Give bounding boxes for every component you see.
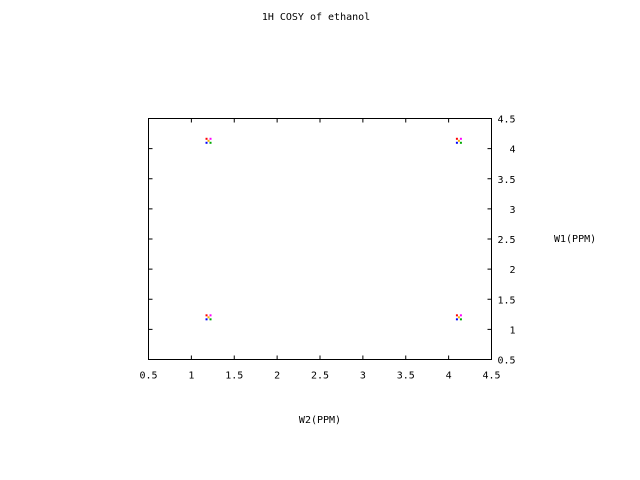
- x-axis-label: W2(PPM): [299, 415, 341, 426]
- peak-contour: [457, 316, 460, 319]
- y-tick-label: 3: [509, 205, 515, 216]
- peak-contour: [459, 318, 462, 321]
- y-tick-label: 3.5: [497, 175, 515, 186]
- peak-contour: [207, 316, 210, 319]
- peak-contour: [457, 139, 460, 142]
- y-tick-label: 4.5: [497, 115, 515, 126]
- x-tick-label: 4: [446, 371, 452, 382]
- peak-contour: [205, 137, 208, 140]
- peak-contour: [455, 141, 458, 144]
- x-tick-label: 2.5: [311, 371, 329, 382]
- y-axis-label: W1(PPM): [554, 234, 596, 245]
- peak-contour: [209, 314, 212, 317]
- y-tick-label: 2.5: [497, 235, 515, 246]
- chart-title: 1H COSY of ethanol: [262, 12, 370, 23]
- x-tick-label: 1.5: [225, 371, 243, 382]
- peak-contour: [459, 141, 462, 144]
- y-tick-label: 4: [509, 145, 515, 156]
- x-tick-label: 3.5: [397, 371, 415, 382]
- y-tick-label: 1.5: [497, 295, 515, 306]
- x-tick-label: 4.5: [482, 371, 500, 382]
- peak-contour: [455, 137, 458, 140]
- plot-frame: [148, 118, 492, 360]
- cross-peak: [205, 314, 212, 321]
- cross-peak: [455, 137, 462, 144]
- cross-peak: [205, 137, 212, 144]
- cross-peak: [455, 314, 462, 321]
- x-tick-label: 0.5: [139, 371, 157, 382]
- y-axis-ticks: 0.5 1 1.5 2 2.5 3 3.5 4 4.5: [148, 115, 516, 367]
- y-tick-label: 0.5: [497, 356, 515, 367]
- x-tick-label: 3: [360, 371, 366, 382]
- peak-contour: [455, 318, 458, 321]
- x-tick-label: 2: [274, 371, 280, 382]
- x-tick-label: 1: [188, 371, 194, 382]
- peak-contour: [455, 314, 458, 317]
- cross-peaks: [205, 137, 462, 321]
- peak-contour: [207, 139, 210, 142]
- y-tick-label: 2: [509, 265, 515, 276]
- peak-contour: [205, 314, 208, 317]
- peak-contour: [209, 137, 212, 140]
- peak-contour: [459, 314, 462, 317]
- peak-contour: [205, 318, 208, 321]
- x-axis-ticks: 0.5 1 1.5 2 2.5 3 3.5 4 4.5: [139, 118, 501, 382]
- peak-contour: [209, 141, 212, 144]
- peak-contour: [205, 141, 208, 144]
- peak-contour: [459, 137, 462, 140]
- y-tick-label: 1: [509, 325, 515, 336]
- peak-contour: [209, 318, 212, 321]
